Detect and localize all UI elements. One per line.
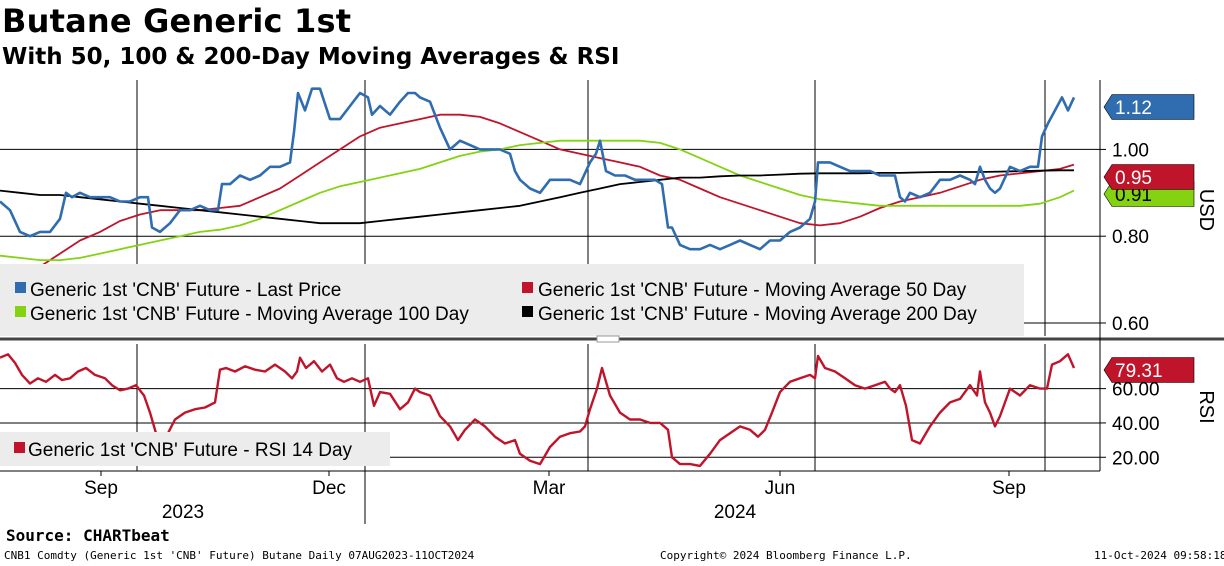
legend-label-rsi: Generic 1st 'CNB' Future - RSI 14 Day (28, 440, 353, 461)
badge-ma50-label: 0.95 (1115, 168, 1152, 189)
legend-swatch-last-price (15, 282, 26, 293)
legend-label-last-price: Generic 1st 'CNB' Future - Last Price (30, 280, 341, 301)
rsi-y-tick-label: 40.00 (1112, 414, 1160, 435)
panel-divider-handle (596, 335, 620, 343)
price-series-group (0, 87, 1076, 285)
series-line-last-price (0, 87, 1076, 251)
chart-subtitle: With 50, 100 & 200-Day Moving Averages &… (2, 44, 620, 70)
rsi-legend: Generic 1st 'CNB' Future - RSI 14 Day (0, 432, 390, 466)
badge-last-price: 1.12 (1103, 94, 1195, 120)
rsi-legend-background (0, 432, 390, 466)
badge-ma50-shape (1103, 164, 1195, 190)
price-axis-title: USD (1195, 189, 1217, 231)
price-y-tick-label: 1.00 (1112, 140, 1149, 161)
price-legend: Generic 1st 'CNB' Future - Last Price Ge… (0, 264, 1024, 336)
series-line-ma100 (0, 139, 1075, 261)
ticker-info: CNB1 Comdty (Generic 1st 'CNB' Future) B… (4, 549, 475, 562)
timestamp: 11-Oct-2024 09:58:18 (1094, 549, 1224, 562)
badge-rsi-label: 79.31 (1115, 361, 1163, 382)
price-y-tick-label: 0.60 (1112, 314, 1149, 335)
rsi-y-tick-label: 20.00 (1112, 448, 1160, 469)
value-badges: 0.910.95 1.12 79.31 (1103, 94, 1195, 383)
badge-ma50: 0.95 (1103, 164, 1195, 190)
legend-swatch-ma50 (522, 282, 533, 293)
badge-rsi: 79.31 (1103, 357, 1195, 383)
rsi-series-group (0, 353, 1076, 468)
year-label: 2023 (162, 502, 204, 523)
legend-swatch-ma100 (15, 306, 26, 317)
year-label: 2024 (714, 502, 757, 523)
badge-ma100-label: 0.91 (1115, 185, 1152, 206)
legend-label-ma200: Generic 1st 'CNB' Future - Moving Averag… (538, 304, 977, 325)
x-tick-label: Mar (533, 478, 566, 499)
badge-last-price-shape (1103, 94, 1195, 120)
badge-last-price-label: 1.12 (1115, 98, 1152, 119)
x-tick-label: Sep (992, 478, 1026, 499)
source-label: Source: CHARTbeat (6, 526, 170, 545)
axes: 0.60 0.80 1.00 20.00 40.00 60.00 USD RSI Sep Dec M… (0, 80, 1224, 524)
chart-title: Butane Generic 1st (2, 2, 352, 40)
legend-label-ma100: Generic 1st 'CNB' Future - Moving Averag… (30, 304, 469, 325)
rsi-y-tick-label: 60.00 (1112, 380, 1160, 401)
legend-label-ma50: Generic 1st 'CNB' Future - Moving Averag… (538, 280, 967, 301)
series-line-ma200 (0, 169, 1074, 225)
price-legend-background (0, 264, 1024, 336)
rsi-axis-title: RSI (1195, 390, 1217, 423)
x-tick-label: Sep (84, 478, 118, 499)
price-y-tick-label: 0.80 (1112, 227, 1149, 248)
series-line-ma50 (0, 113, 1075, 285)
badge-rsi-shape (1103, 357, 1195, 383)
x-tick-label: Dec (312, 478, 346, 499)
legend-swatch-ma200 (522, 306, 533, 317)
x-tick-label: Jun (765, 478, 796, 499)
copyright: Copyright© 2024 Bloomberg Finance L.P. (660, 549, 912, 562)
legend-swatch-rsi (14, 442, 25, 453)
series-line-rsi (0, 353, 1076, 468)
